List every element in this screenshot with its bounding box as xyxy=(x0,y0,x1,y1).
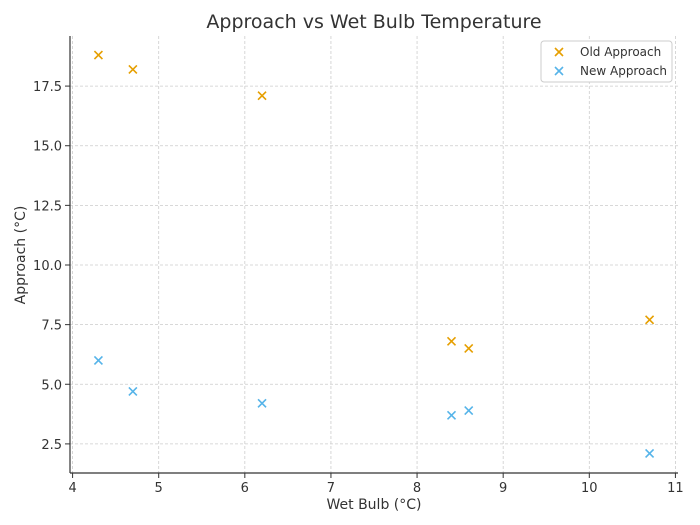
data-point xyxy=(446,336,457,346)
legend-box xyxy=(540,40,673,83)
points xyxy=(93,50,655,459)
marker-stroke xyxy=(464,405,474,416)
legend-marker xyxy=(554,47,564,57)
x-tick-label: 11 xyxy=(667,481,684,496)
grid xyxy=(70,36,678,473)
x-tick-label: 8 xyxy=(413,481,421,496)
marker-stroke xyxy=(464,343,474,354)
legend-label: Old Approach xyxy=(580,45,661,59)
marker-stroke xyxy=(446,410,457,420)
marker-stroke xyxy=(93,355,103,365)
marker-stroke xyxy=(645,315,655,325)
legend: Old Approach New Approach xyxy=(540,40,673,83)
y-tick-label: 7.5 xyxy=(41,319,62,334)
marker-stroke xyxy=(257,91,267,101)
x-tick-label: 6 xyxy=(241,481,249,496)
data-point xyxy=(645,315,655,325)
marker-stroke xyxy=(645,448,655,459)
x-tick-label: 7 xyxy=(327,481,335,496)
data-point xyxy=(257,91,267,101)
y-tick-label: 10.0 xyxy=(33,259,62,274)
x-tick-label: 5 xyxy=(155,481,163,496)
data-point xyxy=(464,343,474,354)
marker-stroke xyxy=(554,47,564,57)
marker-stroke xyxy=(257,398,267,408)
x-tick-label: 4 xyxy=(68,481,76,496)
y-tick-label: 5.0 xyxy=(41,378,62,393)
data-point xyxy=(93,355,103,365)
y-tick-label: 15.0 xyxy=(33,140,62,155)
legend-marker xyxy=(554,66,564,76)
marker-stroke xyxy=(554,66,564,76)
data-point xyxy=(128,386,138,396)
data-point xyxy=(257,398,267,408)
legend-label: New Approach xyxy=(580,64,667,78)
x-tick-label: 9 xyxy=(499,481,507,496)
y-tick-label: 12.5 xyxy=(33,199,62,214)
data-point xyxy=(464,405,474,416)
marker-stroke xyxy=(93,50,103,60)
marker-stroke xyxy=(128,64,138,74)
data-point xyxy=(446,410,457,420)
y-tick-label: 2.5 xyxy=(41,438,62,453)
x-axis-label: Wet Bulb (°C) xyxy=(327,497,422,513)
ticks: 4 5 6 7 8 9 10 11 2.5 5.0 7.5 10.0 12.5 15.0 17.5 xyxy=(33,80,684,496)
data-point xyxy=(645,448,655,459)
y-tick-label: 17.5 xyxy=(33,80,62,95)
chart-title: Approach vs Wet Bulb Temperature xyxy=(206,11,541,33)
y-axis-label: Approach (°C) xyxy=(13,206,29,305)
marker-stroke xyxy=(446,336,457,346)
data-point xyxy=(93,50,103,60)
x-tick-label: 10 xyxy=(581,481,598,496)
data-point xyxy=(128,64,138,74)
marker-stroke xyxy=(128,386,138,396)
